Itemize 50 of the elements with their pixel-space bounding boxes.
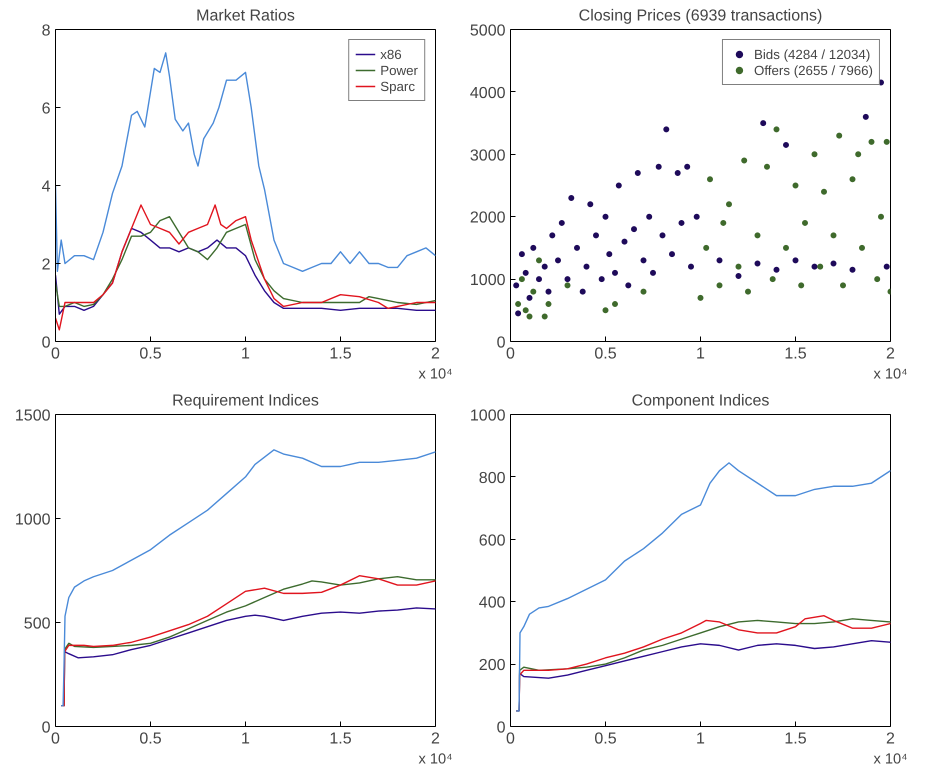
x-tick-label: 1 [696, 730, 706, 748]
y-tick-label: 500 [24, 616, 51, 632]
x-tick-label: 2 [431, 346, 440, 362]
x-tick-label: 0.5 [594, 346, 617, 362]
x-tick-label: 1.5 [329, 346, 352, 362]
y-tick-label: 0 [42, 720, 51, 736]
y-tick-label: 600 [478, 532, 506, 550]
chart-title: Component Indices [632, 392, 770, 410]
x-tick-label: 1 [241, 346, 250, 362]
y-tick-label: 8 [42, 22, 51, 40]
y-tick-label: 5000 [470, 22, 506, 40]
x-tick-label: 0.5 [594, 730, 617, 748]
y-tick-label: 1000 [470, 272, 506, 290]
y-tick-label: 1000 [470, 408, 506, 424]
chart-title: Market Ratios [196, 8, 295, 24]
x-tick-label: 1 [241, 730, 250, 748]
x-tick-label: 0.5 [139, 346, 162, 362]
x-axis-title: x 10⁴ [874, 752, 908, 768]
y-tick-label: 1500 [14, 408, 51, 424]
y-tick-label: 4000 [470, 84, 506, 102]
x-tick-label: 1 [696, 346, 706, 362]
y-tick-label: 3000 [470, 147, 506, 164]
legend-label: Power [380, 62, 418, 78]
y-tick-label: 1000 [14, 512, 51, 528]
x-axis-title: x 10⁴ [418, 366, 452, 382]
x-tick-label: 2 [886, 346, 896, 362]
x-tick-label: 1.5 [784, 730, 807, 748]
y-tick-label: 4 [42, 178, 51, 196]
x-tick-label: 2 [886, 730, 896, 748]
x-tick-label: 0.5 [139, 730, 162, 748]
y-tick-label: 0 [496, 334, 506, 352]
x-tick-label: 1.5 [784, 346, 807, 362]
y-tick-label: 2000 [470, 210, 506, 227]
y-tick-label: 6 [42, 100, 51, 118]
y-tick-label: 200 [478, 657, 506, 674]
x-axis-title: x 10⁴ [874, 366, 908, 382]
x-axis-title: x 10⁴ [418, 752, 452, 768]
x-tick-label: 1.5 [329, 730, 352, 748]
y-tick-label: 0 [42, 334, 51, 352]
y-tick-label: 2 [42, 256, 51, 274]
y-tick-label: 400 [478, 594, 506, 612]
y-tick-label: 800 [478, 470, 506, 487]
legend-label: x86 [380, 46, 402, 62]
x-tick-label: 2 [431, 730, 440, 748]
chart-title: Requirement Indices [172, 392, 319, 410]
y-tick-label: 0 [496, 720, 506, 736]
legend-label: Offers (2655 / 7966) [754, 62, 873, 78]
chart-title: Closing Prices (6939 transactions) [578, 8, 822, 24]
legend-label: Sparc [380, 78, 416, 94]
legend-label: Bids (4284 / 12034) [754, 46, 870, 62]
